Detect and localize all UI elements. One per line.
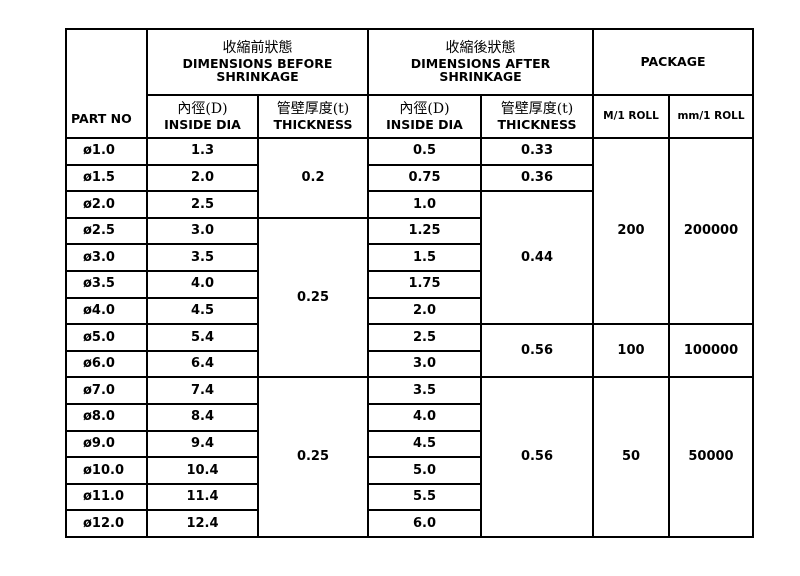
inside-dia-before-cell: 3.5 — [146, 243, 259, 272]
inside-dia-zh: 內徑(D) — [177, 100, 228, 117]
m-per-roll-cell: 50 — [592, 376, 670, 538]
thickness-en: THICKNESS — [273, 117, 353, 133]
inside-dia-after-cell: 1.25 — [367, 216, 482, 246]
inside-dia-after-cell: 0.75 — [367, 163, 482, 193]
table-row: ø3.5 4.0 1.75 — [65, 269, 753, 299]
thickness-before-cell: 0.2 — [257, 137, 369, 219]
table-row: ø3.0 3.5 1.5 — [65, 243, 753, 272]
table-row: ø11.0 11.4 5.5 — [65, 482, 753, 512]
table-row: ø12.0 12.4 6.0 — [65, 509, 753, 538]
inside-dia-before-header: 內徑(D) INSIDE DIA — [146, 94, 259, 139]
part-no-cell: ø6.0 — [65, 349, 148, 379]
inside-dia-after-cell: 1.0 — [367, 190, 482, 219]
inside-dia-after-cell: 4.5 — [367, 429, 482, 459]
inside-dia-after-cell: 1.75 — [367, 269, 482, 299]
package-header: PACKAGE — [592, 28, 754, 96]
thickness-before-cell: 0.25 — [257, 376, 369, 538]
inside-dia-after-cell: 2.0 — [367, 296, 482, 326]
part-no-cell: ø9.0 — [65, 429, 148, 459]
thickness-after-cell: 0.56 — [480, 323, 594, 379]
inside-dia-after-cell: 5.0 — [367, 456, 482, 485]
after-shrinkage-header: 收縮後狀態 DIMENSIONS AFTER SHRINKAGE — [367, 28, 594, 96]
part-no-cell: ø1.5 — [65, 163, 148, 193]
part-no-cell: ø7.0 — [65, 376, 148, 405]
mm-per-roll-cell: 100000 — [668, 323, 754, 379]
inside-dia-after-cell: 0.5 — [367, 137, 482, 166]
inside-dia-before-cell: 5.4 — [146, 323, 259, 352]
inside-dia-en: INSIDE DIA — [386, 117, 463, 133]
thickness-en: THICKNESS — [497, 117, 577, 133]
thickness-before-cell: 0.25 — [257, 216, 369, 379]
table-row: ø2.5 3.0 0.25 1.25 — [65, 216, 753, 379]
table-row: ø1.5 2.0 0.75 0.36 — [65, 163, 753, 193]
part-no-cell: ø12.0 — [65, 509, 148, 538]
table-row: ø2.0 2.5 1.0 0.44 — [65, 190, 753, 326]
part-no-cell: ø3.0 — [65, 243, 148, 272]
part-no-cell: ø8.0 — [65, 402, 148, 432]
part-no-cell: ø1.0 — [65, 137, 148, 166]
inside-dia-after-cell: 4.0 — [367, 402, 482, 432]
inside-dia-before-cell: 9.4 — [146, 429, 259, 459]
inside-dia-before-cell: 6.4 — [146, 349, 259, 379]
after-zh: 收縮後狀態 — [445, 39, 516, 56]
thickness-after-header: 管壁厚度(t) THICKNESS — [480, 94, 594, 139]
thickness-after-cell: 0.56 — [480, 376, 594, 538]
inside-dia-en: INSIDE DIA — [164, 117, 241, 133]
inside-dia-before-cell: 11.4 — [146, 482, 259, 512]
inside-dia-before-cell: 4.5 — [146, 296, 259, 326]
inside-dia-after-cell: 3.0 — [367, 349, 482, 379]
thickness-zh: 管壁厚度(t) — [276, 100, 350, 117]
table-row: ø7.0 7.4 0.25 3.5 0.56 50 50000 — [65, 376, 754, 538]
before-en: DIMENSIONS BEFORE SHRINKAGE — [182, 56, 333, 85]
inside-dia-before-cell: 12.4 — [146, 509, 259, 538]
table-row: ø9.0 9.4 4.5 — [65, 429, 753, 459]
part-no-cell: ø4.0 — [65, 296, 148, 326]
inside-dia-before-cell: 1.3 — [146, 137, 259, 166]
shrink-tube-spec-table: PART NO 收縮前狀態 DIMENSIONS BEFORE SHRINKAG… — [65, 28, 754, 538]
inside-dia-after-cell: 1.5 — [367, 243, 482, 272]
inside-dia-before-cell: 2.0 — [146, 163, 259, 193]
table-row: ø6.0 6.4 3.0 — [65, 349, 753, 379]
part-no-cell: ø3.5 — [65, 269, 148, 299]
thickness-after-cell: 0.44 — [480, 190, 594, 326]
mm-per-roll-cell: 200000 — [668, 136, 754, 326]
mm-per-roll-cell: 50000 — [668, 376, 754, 538]
thickness-before-header: 管壁厚度(t) THICKNESS — [257, 94, 369, 139]
part-no-cell: ø10.0 — [65, 456, 148, 485]
inside-dia-after-cell: 3.5 — [367, 376, 482, 405]
table-row: ø1.0 1.3 0.2 0.5 0.33 200 200000 — [65, 136, 754, 326]
inside-dia-before-cell: 4.0 — [146, 269, 259, 299]
before-zh: 收縮前狀態 — [222, 39, 293, 56]
inside-dia-before-cell: 3.0 — [146, 216, 259, 246]
table-row: ø4.0 4.5 2.0 — [65, 296, 753, 326]
m-per-roll-header: M/1 ROLL — [592, 94, 670, 139]
table-row: ø5.0 5.4 2.5 0.56 100 100000 — [65, 323, 754, 379]
before-shrinkage-header: 收縮前狀態 DIMENSIONS BEFORE SHRINKAGE — [146, 28, 369, 96]
inside-dia-before-cell: 2.5 — [146, 190, 259, 219]
thickness-after-cell: 0.33 — [480, 137, 594, 166]
m-per-roll-cell: 100 — [592, 323, 670, 379]
inside-dia-after-cell: 2.5 — [367, 323, 482, 352]
inside-dia-after-cell: 5.5 — [367, 482, 482, 512]
part-no-header: PART NO — [65, 28, 148, 139]
part-no-cell: ø2.0 — [65, 190, 148, 219]
mm-per-roll-header: mm/1 ROLL — [668, 94, 754, 139]
table-row: ø8.0 8.4 4.0 — [65, 402, 753, 432]
thickness-after-cell: 0.36 — [480, 163, 594, 193]
inside-dia-after-header: 內徑(D) INSIDE DIA — [367, 94, 482, 139]
inside-dia-before-cell: 7.4 — [146, 376, 259, 405]
after-en: DIMENSIONS AFTER SHRINKAGE — [410, 56, 551, 85]
inside-dia-before-cell: 10.4 — [146, 456, 259, 485]
inside-dia-before-cell: 8.4 — [146, 402, 259, 432]
part-no-cell: ø11.0 — [65, 482, 148, 512]
part-no-cell: ø5.0 — [65, 323, 148, 352]
table-row: ø10.0 10.4 5.0 — [65, 456, 753, 485]
inside-dia-zh: 內徑(D) — [399, 100, 450, 117]
part-no-cell: ø2.5 — [65, 216, 148, 246]
thickness-zh: 管壁厚度(t) — [500, 100, 574, 117]
m-per-roll-cell: 200 — [592, 136, 670, 326]
inside-dia-after-cell: 6.0 — [367, 509, 482, 538]
